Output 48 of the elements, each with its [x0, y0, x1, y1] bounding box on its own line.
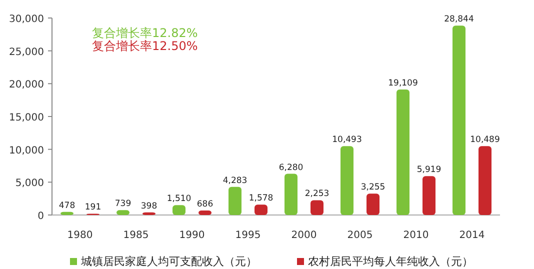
bar — [172, 205, 186, 215]
bar — [116, 210, 130, 215]
bar — [340, 146, 354, 215]
data-label: 4,283 — [222, 176, 248, 186]
data-label: 478 — [58, 200, 76, 211]
data-label: 3,255 — [360, 182, 386, 193]
y-tick-label: 0 — [38, 211, 44, 222]
bar — [284, 174, 298, 215]
y-tick-label: 10,000 — [9, 145, 44, 156]
bar — [228, 186, 242, 215]
bar — [478, 146, 492, 215]
bar — [396, 90, 410, 215]
legend-label: 城镇居民家庭人均可支配收入（元） — [80, 255, 257, 268]
bar — [366, 194, 380, 215]
data-label: 5,919 — [416, 165, 442, 176]
x-tick-label: 2014 — [459, 230, 485, 241]
x-tick-label: 2010 — [403, 230, 429, 241]
y-tick-label: 25,000 — [9, 46, 44, 58]
annotation: 复合增长率12.82% — [92, 26, 198, 40]
y-tick-label: 15,000 — [9, 112, 44, 124]
data-label: 10,493 — [332, 135, 362, 146]
bar — [310, 200, 324, 215]
legend-label: 农村居民平均每人年纯收入（元） — [308, 255, 473, 268]
data-label: 739 — [114, 199, 132, 210]
data-label: 1,510 — [166, 194, 192, 204]
bar — [198, 210, 212, 215]
x-tick-label: 1980 — [67, 230, 93, 241]
data-label: 191 — [84, 202, 102, 213]
data-label: 6,280 — [278, 162, 304, 173]
y-tick-label: 5,000 — [15, 178, 44, 190]
data-label: 686 — [196, 199, 214, 210]
y-tick-label: 20,000 — [9, 80, 44, 91]
bar — [452, 26, 466, 215]
data-label: 1,578 — [248, 194, 274, 204]
x-tick-label: 1985 — [123, 230, 149, 241]
x-tick-label: 1995 — [235, 230, 261, 241]
data-label: 10,489 — [470, 135, 500, 146]
x-tick-label: 1990 — [179, 230, 205, 241]
data-label: 2,253 — [304, 189, 330, 200]
x-tick-label: 2005 — [347, 230, 373, 241]
bar — [254, 204, 268, 215]
y-tick-label: 30,000 — [9, 14, 44, 25]
data-label: 19,109 — [388, 78, 418, 89]
data-label: 398 — [140, 201, 158, 212]
bar — [422, 176, 436, 215]
x-tick-label: 2000 — [291, 230, 317, 241]
annotation: 复合增长率12.50% — [92, 39, 198, 53]
data-label: 28,844 — [444, 14, 474, 25]
